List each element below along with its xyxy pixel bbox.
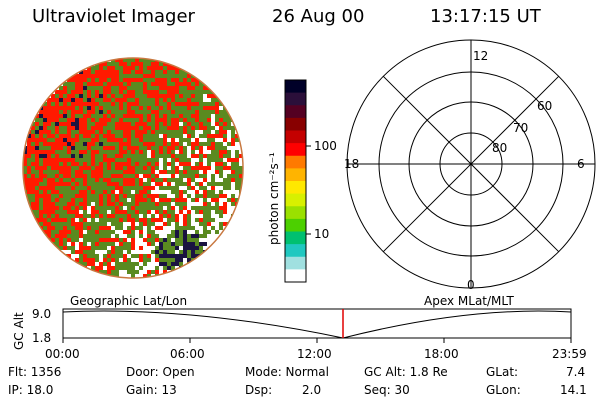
glat-label: GLat: [486, 365, 519, 379]
colorbar-segment [285, 181, 306, 195]
colorbar-segment [285, 244, 306, 258]
colorbar-segment [285, 256, 306, 270]
mlt-label-6: 6 [577, 157, 585, 171]
colorbar-segment [285, 218, 306, 232]
colorbar-segment [285, 155, 306, 169]
y-tick-1-8: 1.8 [32, 331, 51, 345]
x-tick-0000: 00:00 [45, 347, 80, 361]
mlat-label-80: 80 [492, 141, 507, 155]
colorbar-segment [285, 92, 306, 106]
mode-value: Mode: Normal [245, 365, 329, 379]
mlat-label-60: 60 [537, 99, 552, 113]
y-tick-9: 9.0 [32, 307, 51, 321]
colorbar-segment [285, 105, 306, 119]
colorbar-segment [285, 206, 306, 220]
image-time: 13:17:15 UT [430, 6, 541, 27]
dsp-value: 2.0 [302, 383, 322, 397]
colorbar-segment [285, 80, 306, 94]
mlt-label-0: 0 [467, 278, 475, 292]
x-tick-1800: 18:00 [424, 347, 459, 361]
mlat-label-70: 70 [513, 121, 528, 135]
color-bar: 100 10 photon cm⁻²s⁻¹ [267, 79, 337, 283]
mlt-label-18: 18 [344, 157, 359, 171]
colorbar-segment [285, 117, 306, 131]
colorbar-tick-10: 10 [314, 227, 329, 241]
colorbar-tick-100: 100 [314, 139, 337, 153]
flight-number: Flt: 1356 [8, 365, 62, 379]
glon-value: 14.1 [560, 383, 587, 397]
ip-value: IP: 18.0 [8, 383, 54, 397]
x-tick-0600: 06:00 [170, 347, 205, 361]
apex-label: Apex MLat/MLT [424, 294, 514, 308]
colorbar-segment [285, 130, 306, 144]
colorbar-segment [285, 168, 306, 182]
altitude-timeline: Geographic Lat/Lon Apex MLat/MLT GC Alt … [12, 294, 587, 361]
polar-grid [346, 39, 596, 289]
sequence-number: Seq: 30 [364, 383, 410, 397]
colorbar-unit-label: photon cm⁻²s⁻¹ [267, 152, 281, 245]
dsp-label: Dsp: [245, 383, 273, 397]
geographic-label: Geographic Lat/Lon [70, 294, 187, 308]
x-tick-1200: 12:00 [297, 347, 332, 361]
colorbar-segment [285, 143, 306, 157]
colorbar-segment [285, 231, 306, 245]
x-tick-2359: 23:59 [552, 347, 587, 361]
image-date: 26 Aug 00 [272, 6, 365, 27]
gain-value: Gain: 13 [126, 383, 177, 397]
door-status: Door: Open [126, 365, 195, 379]
glat-value: 7.4 [566, 365, 586, 379]
colorbar-segment [285, 193, 306, 207]
colorbar-segment [285, 269, 306, 283]
uv-earth-image [22, 57, 244, 279]
glon-label: GLon: [486, 383, 521, 397]
mlt-label-12: 12 [473, 49, 488, 63]
gc-altitude: GC Alt: 1.8 Re [364, 365, 448, 379]
gc-alt-axis-label: GC Alt [12, 312, 26, 350]
app-title: Ultraviolet Imager [32, 6, 195, 27]
